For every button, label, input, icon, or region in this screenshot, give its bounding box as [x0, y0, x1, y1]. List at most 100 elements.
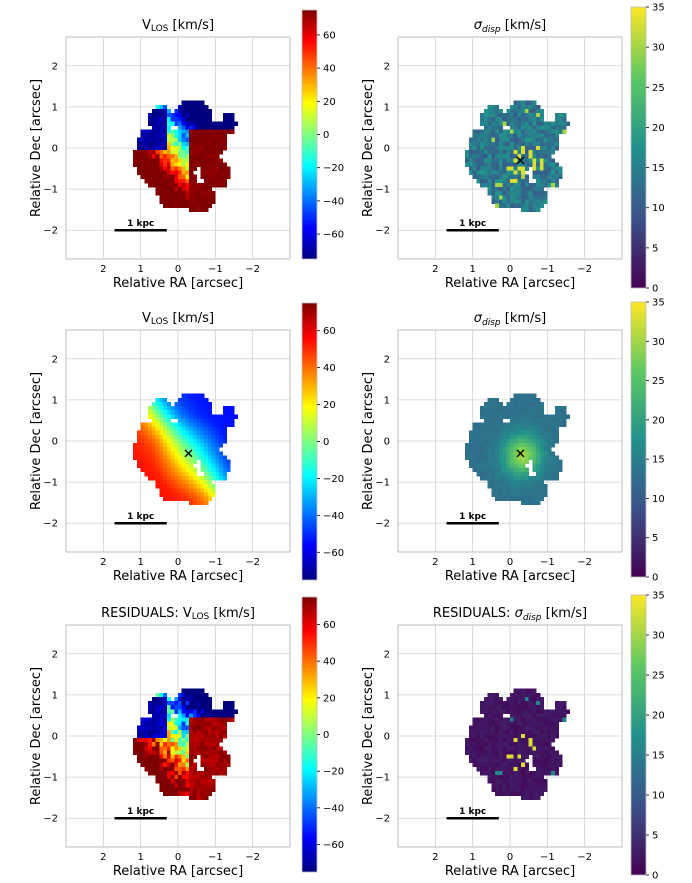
heatmap-pixel	[211, 174, 216, 180]
heatmap-pixel	[185, 397, 190, 403]
heatmap-pixel	[174, 717, 179, 723]
heatmap-pixel	[200, 207, 205, 213]
heatmap-pixel	[510, 696, 515, 702]
heatmap-pixel	[532, 199, 537, 204]
heatmap-pixel	[476, 717, 481, 723]
heatmap-pixel	[536, 195, 541, 200]
heatmap-pixel	[521, 154, 526, 159]
heatmap-pixel	[192, 692, 198, 698]
heatmap-pixel	[506, 414, 511, 419]
heatmap-pixel	[144, 746, 149, 751]
heatmap-pixel	[554, 467, 559, 473]
heatmap-pixel	[200, 406, 205, 411]
heatmap-pixel	[178, 492, 183, 497]
heatmap-pixel	[170, 463, 175, 469]
heatmap-pixel	[144, 721, 149, 727]
heatmap-pixel	[185, 170, 190, 176]
heatmap-pixel	[159, 406, 164, 411]
heatmap-pixel	[207, 166, 212, 172]
heatmap-pixel	[517, 463, 522, 469]
heatmap-pixel	[215, 150, 220, 155]
heatmap-pixel	[498, 787, 503, 792]
heatmap-pixel	[192, 754, 198, 760]
heatmap-pixel	[554, 166, 559, 172]
heatmap-pixel	[196, 104, 201, 110]
colorbar-tick-label: 0	[323, 130, 329, 141]
heatmap-pixel	[192, 488, 198, 493]
heatmap-pixel	[222, 430, 227, 436]
heatmap-pixel	[528, 500, 533, 506]
heatmap-pixel	[517, 480, 522, 485]
heatmap-pixel	[480, 770, 485, 776]
heatmap-pixel	[174, 430, 179, 436]
heatmap-pixel	[510, 182, 515, 188]
heatmap-pixel	[159, 187, 164, 192]
heatmap-pixel	[200, 742, 205, 747]
heatmap-pixel	[207, 451, 212, 456]
heatmap-pixel	[524, 422, 530, 428]
heatmap-pixel	[491, 696, 496, 702]
heatmap-pixel	[144, 455, 149, 460]
heatmap-pixel	[547, 430, 552, 436]
heatmap-pixel	[506, 480, 511, 485]
heatmap-pixel	[226, 129, 231, 135]
heatmap-pixel	[211, 443, 216, 448]
y-tick-label: 2	[52, 354, 58, 365]
heatmap-pixel	[506, 166, 511, 172]
heatmap-pixel	[491, 746, 496, 751]
heatmap-pixel	[476, 137, 481, 143]
heatmap-pixel	[521, 414, 526, 419]
heatmap-pixel	[174, 422, 179, 428]
heatmap-pixel	[166, 701, 171, 706]
heatmap-pixel	[185, 443, 190, 448]
heatmap-pixel	[185, 750, 190, 755]
heatmap-pixel	[498, 733, 503, 739]
heatmap-pixel	[170, 154, 175, 159]
heatmap-pixel	[226, 121, 231, 126]
heatmap-pixel	[524, 492, 530, 497]
heatmap-pixel	[547, 137, 552, 143]
heatmap-pixel	[144, 154, 149, 159]
heatmap-pixel	[487, 746, 492, 751]
heatmap-pixel	[521, 207, 526, 213]
heatmap-pixel	[465, 158, 470, 163]
heatmap-pixel	[502, 709, 507, 714]
heatmap-pixel	[502, 162, 507, 167]
heatmap-pixel	[487, 733, 492, 739]
heatmap-pixel	[163, 455, 168, 460]
heatmap-pixel	[558, 705, 563, 710]
heatmap-pixel	[196, 129, 201, 135]
heatmap-pixel	[510, 496, 515, 502]
heatmap-pixel	[163, 488, 168, 493]
heatmap-pixel	[539, 108, 544, 114]
heatmap-pixel	[539, 701, 544, 706]
heatmap-pixel	[483, 108, 488, 114]
heatmap-pixel	[472, 463, 477, 469]
heatmap-pixel	[547, 770, 552, 776]
heatmap-pixel	[521, 770, 526, 776]
heatmap-pixel	[510, 199, 515, 204]
heatmap-pixel	[185, 203, 190, 209]
heatmap-pixel	[554, 762, 559, 768]
heatmap-pixel	[200, 410, 205, 415]
heatmap-pixel	[543, 174, 548, 180]
heatmap-pixel	[181, 742, 186, 747]
heatmap-pixel	[140, 133, 145, 139]
heatmap-pixel	[528, 480, 533, 485]
heatmap-pixel	[207, 729, 212, 735]
heatmap-pixel	[140, 467, 145, 473]
heatmap-pixel	[207, 713, 212, 718]
heatmap-pixel	[480, 113, 485, 118]
heatmap-pixel	[495, 488, 500, 493]
heatmap-pixel	[192, 162, 198, 167]
heatmap-pixel	[159, 414, 164, 419]
heatmap-pixel	[174, 182, 179, 188]
heatmap-pixel	[491, 414, 496, 419]
heatmap-pixel	[543, 488, 548, 493]
heatmap-pixel	[174, 158, 179, 163]
heatmap-pixel	[510, 709, 515, 714]
heatmap-pixel	[480, 133, 485, 139]
heatmap-pixel	[547, 443, 552, 448]
heatmap-pixel	[521, 696, 526, 702]
